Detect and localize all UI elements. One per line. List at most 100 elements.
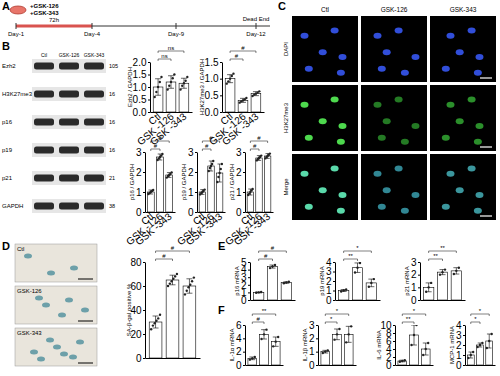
nucleus <box>331 166 339 172</box>
y-tick-label: 1 <box>309 346 315 357</box>
data-point <box>166 88 168 90</box>
nucleus <box>456 118 464 124</box>
blot-band <box>59 175 79 182</box>
data-point <box>173 73 175 75</box>
y-tick-group: 0.5 <box>133 94 150 105</box>
data-point <box>272 345 274 347</box>
y-tick <box>393 341 395 342</box>
data-point <box>439 273 441 275</box>
data-point <box>269 152 271 154</box>
data-point <box>211 163 213 165</box>
y-tick <box>463 325 465 326</box>
bar <box>166 280 179 358</box>
stained-cell <box>69 355 77 360</box>
scale-bar <box>78 279 93 280</box>
nucleus <box>383 187 391 193</box>
day-tick <box>256 23 257 29</box>
nucleus <box>305 135 313 141</box>
nucleus <box>337 70 345 76</box>
stain-image <box>15 286 97 324</box>
bar <box>251 94 261 112</box>
y-axis-line <box>465 326 466 366</box>
scale-bar <box>78 321 93 322</box>
micrograph <box>430 85 496 151</box>
nucleus <box>456 49 464 55</box>
data-point <box>413 334 415 336</box>
error-bar <box>487 334 492 348</box>
y-tick <box>418 287 420 288</box>
nucleus <box>442 135 450 141</box>
y-tick <box>418 300 420 301</box>
nucleus <box>337 208 345 214</box>
significance-label: * <box>479 308 482 314</box>
nucleus <box>319 49 327 55</box>
x-axis <box>396 365 434 366</box>
significance-label: # <box>205 143 209 149</box>
y-tick-label: 0.5 <box>133 94 147 105</box>
stained-cell <box>53 345 61 350</box>
blot-row-label: Ezh2 <box>2 63 16 69</box>
error-bar <box>411 325 417 345</box>
micrograph <box>292 16 358 82</box>
x-tick-label: GSK -343 <box>220 110 261 147</box>
y-axis: 0246810 <box>380 320 395 371</box>
blot-mw-label: 38 <box>109 203 115 209</box>
nucleus <box>401 208 409 214</box>
y-tick-group: 10 <box>380 320 395 331</box>
data-point <box>370 282 372 284</box>
data-point <box>169 282 171 284</box>
error-bar <box>227 75 233 83</box>
y-tick-label: 2 <box>188 167 194 178</box>
panel-letter: C <box>278 0 286 12</box>
day-label: Day-12 <box>246 31 266 37</box>
x-axis-line <box>319 365 357 366</box>
y-tick <box>243 365 245 366</box>
y-tick <box>333 281 335 282</box>
y-axis-title: p16 mRNA <box>234 266 240 295</box>
y-tick-group: 2 <box>136 167 145 178</box>
y-tick-label: 3 <box>411 257 417 268</box>
y-axis-title: SA-β-gal positive % <box>126 283 132 336</box>
stain-image <box>15 328 97 366</box>
y-tick-label: 10 <box>380 320 392 331</box>
y-tick <box>316 352 318 353</box>
error-bar <box>217 164 221 182</box>
data-point <box>150 328 152 330</box>
blot-band <box>59 91 79 98</box>
nucleus <box>447 171 455 177</box>
x-axis: CtlGSK -126GSK -343 <box>175 210 226 247</box>
nucleus <box>383 49 391 55</box>
y-tick <box>248 262 250 263</box>
data-point <box>174 275 176 277</box>
y-tick <box>418 275 420 276</box>
y-tick-label: 3 <box>456 330 462 341</box>
treatment-label: +GSK-126 <box>30 3 59 9</box>
error-bar <box>170 275 176 285</box>
data-point <box>170 171 172 173</box>
chart-panel: 0123CtlGSK -126GSK -343p16 / GAPDH## <box>124 135 176 247</box>
significance-bracket <box>158 51 184 53</box>
plot-area <box>253 264 291 300</box>
bar <box>437 272 447 300</box>
data-point <box>338 328 340 330</box>
significance-label: # <box>253 143 257 149</box>
data-point <box>324 350 326 352</box>
significance-label: # <box>256 316 260 322</box>
y-tick-group: 3 <box>188 147 197 158</box>
data-point <box>444 268 446 270</box>
y-tick-label: 20 <box>130 329 142 340</box>
chart-panel: 012345p16 mRNA## <box>234 245 296 306</box>
nucleus <box>319 187 327 193</box>
data-point <box>251 357 253 359</box>
chart-panel: 0123p21 mRNA**** <box>404 245 466 306</box>
error-bar <box>168 76 174 89</box>
data-point <box>212 160 214 162</box>
y-tick-label: 2 <box>136 167 142 178</box>
nucleus <box>374 33 382 39</box>
data-point <box>424 348 426 350</box>
data-point <box>488 340 490 342</box>
bar <box>225 79 235 112</box>
x-tick-group: GSK -343 <box>184 210 225 247</box>
day-tick <box>92 23 93 29</box>
y-tick-label: 60 <box>130 281 142 292</box>
